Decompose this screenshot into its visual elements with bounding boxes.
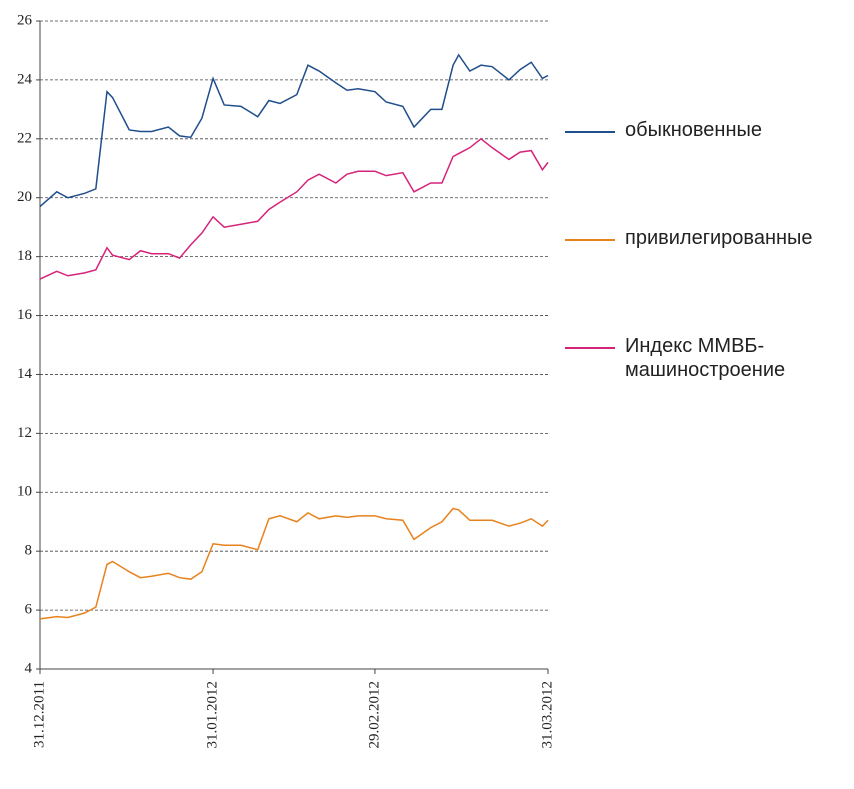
- legend-label: обыкновенные: [625, 119, 762, 141]
- x-tick-label: 29.02.2012: [366, 681, 382, 749]
- y-tick-label: 16: [17, 307, 33, 323]
- legend-item: привилегированные: [565, 226, 835, 334]
- y-tick-label: 12: [17, 425, 32, 441]
- legend-swatch: [565, 131, 615, 133]
- y-tick-label: 10: [17, 484, 32, 500]
- x-tick-label: 31.01.2012: [204, 681, 220, 749]
- y-tick-label: 20: [17, 189, 32, 205]
- y-tick-label: 26: [17, 12, 33, 28]
- series-line: [39, 137, 549, 280]
- x-tick-label: 31.03.2012: [539, 681, 555, 749]
- y-tick-label: 22: [17, 130, 32, 146]
- legend-label: привилегированные: [625, 227, 813, 249]
- x-tick-label: 31.12.2011: [31, 681, 47, 748]
- legend-swatch: [565, 239, 615, 241]
- y-tick-label: 18: [17, 248, 32, 264]
- y-tick-label: 6: [25, 602, 33, 618]
- legend-label: Индекс ММВБ-машиностроение: [625, 335, 786, 381]
- legend-item: обыкновенные: [565, 118, 835, 226]
- legend-swatch: [565, 347, 615, 349]
- legend: обыкновенные привилегированные Индекс ММВБ…: [565, 118, 835, 442]
- y-tick-label: 8: [25, 543, 33, 559]
- series-line: [39, 53, 549, 208]
- y-tick-label: 4: [25, 660, 33, 676]
- series-line: [39, 507, 549, 620]
- legend-item: Индекс ММВБ-машиностроение: [565, 334, 835, 442]
- y-tick-label: 24: [17, 71, 33, 87]
- y-tick-label: 14: [17, 366, 33, 382]
